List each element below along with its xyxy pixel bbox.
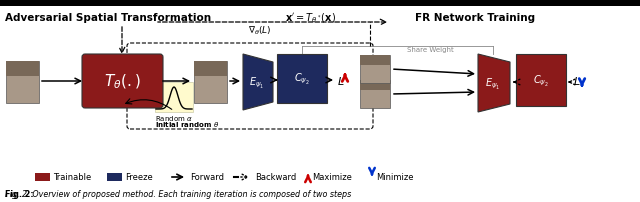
Text: Adversarial Spatial Transformation: Adversarial Spatial Transformation [5, 13, 211, 23]
Bar [107, 173, 122, 181]
Bar [0, 0, 640, 7]
Text: Fig. 2: Overview of proposed method. Each training iteration is composed of two : Fig. 2: Overview of proposed method. Eac… [5, 189, 351, 199]
Text: $E_{\psi_1}$: $E_{\psi_1}$ [485, 76, 500, 91]
Text: $E_{\psi_1}$: $E_{\psi_1}$ [250, 75, 264, 90]
Bar [360, 81, 390, 90]
Text: $T_\theta(.)$: $T_\theta(.)$ [104, 73, 140, 91]
Text: Minimize: Minimize [376, 173, 413, 182]
Text: $\nabla_\theta(L)$: $\nabla_\theta(L)$ [248, 25, 272, 37]
Text: $\mathbf{x}' = T_{\theta^*}(\mathbf{x})$: $\mathbf{x}' = T_{\theta^*}(\mathbf{x})$ [285, 11, 335, 25]
Text: $L$: $L$ [337, 75, 344, 87]
FancyBboxPatch shape [277, 55, 327, 103]
Bar [360, 56, 390, 65]
Bar [193, 62, 227, 76]
Text: $C_{\psi_2}$: $C_{\psi_2}$ [533, 73, 549, 88]
Text: Share Weight: Share Weight [406, 47, 453, 53]
Text: Trainable: Trainable [53, 173, 92, 182]
FancyBboxPatch shape [516, 55, 566, 106]
Text: Random $\alpha$: Random $\alpha$ [155, 114, 193, 122]
Bar [193, 62, 227, 103]
Bar [155, 83, 193, 113]
Text: Forward: Forward [190, 173, 224, 182]
Bar [410, 0, 640, 7]
Bar [360, 56, 390, 84]
Bar [360, 81, 390, 108]
Text: Initial random $\theta$: Initial random $\theta$ [155, 119, 219, 128]
Text: $C_{\psi_2}$: $C_{\psi_2}$ [294, 71, 310, 86]
FancyBboxPatch shape [82, 55, 163, 108]
Polygon shape [243, 55, 273, 110]
Text: Freeze: Freeze [125, 173, 153, 182]
Bar [6, 62, 38, 76]
Bar [35, 173, 50, 181]
Text: FR Network Training: FR Network Training [415, 13, 535, 23]
Text: $L$: $L$ [573, 75, 580, 87]
Text: Fig. 2:: Fig. 2: [5, 189, 36, 199]
Text: Backward: Backward [255, 173, 296, 182]
Polygon shape [478, 55, 510, 113]
Text: Maximize: Maximize [312, 173, 352, 182]
Bar [6, 62, 38, 103]
